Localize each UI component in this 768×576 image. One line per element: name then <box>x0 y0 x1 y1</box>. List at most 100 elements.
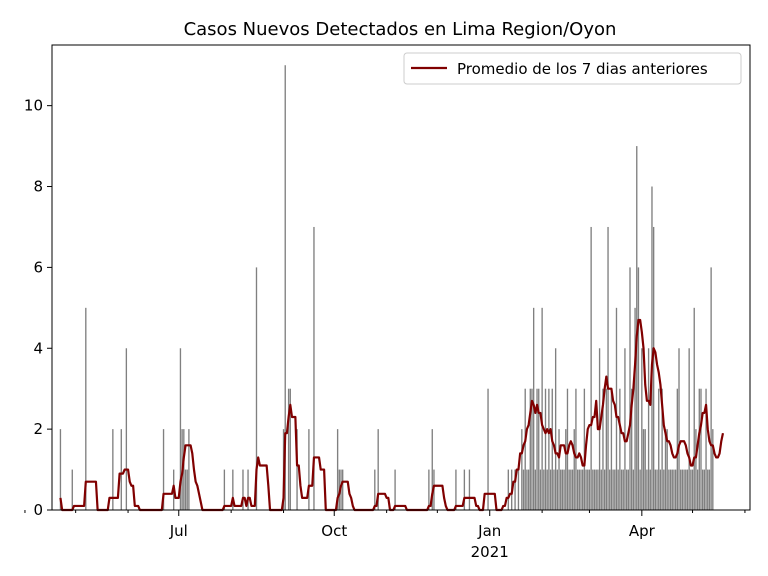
legend-box <box>403 52 742 85</box>
case-bar <box>668 469 670 510</box>
case-bar <box>674 469 677 510</box>
case-bar <box>549 469 552 510</box>
case-bar <box>681 469 684 510</box>
case-bar <box>632 469 635 510</box>
case-bar <box>342 469 344 510</box>
y-tick-label: 8 <box>33 178 43 196</box>
case-bar <box>455 469 457 510</box>
case-bar <box>688 348 690 510</box>
case-bar <box>289 388 291 510</box>
case-bar <box>313 226 315 510</box>
case-bar <box>597 469 599 510</box>
case-bar <box>595 469 597 510</box>
case-bar <box>696 469 699 510</box>
y-tick-label: 10 <box>24 97 43 115</box>
case-bar <box>712 429 714 510</box>
case-bar <box>544 388 547 510</box>
case-bar <box>634 307 636 510</box>
case-bar <box>526 469 528 510</box>
case-bar <box>654 469 657 510</box>
bar-series <box>59 65 714 510</box>
case-bar <box>543 469 545 510</box>
case-bar <box>578 469 580 510</box>
case-bar <box>531 388 533 510</box>
x-axis: Jul Oct Jan Apr 2021 <box>24 510 746 561</box>
y-axis: 0 2 4 6 8 10 <box>24 97 52 519</box>
case-bar <box>593 469 596 510</box>
case-bar <box>678 348 680 510</box>
case-bar <box>646 469 648 510</box>
case-bar <box>607 226 609 510</box>
case-bar <box>644 429 646 510</box>
case-bar <box>680 469 682 510</box>
case-bar <box>573 429 575 510</box>
case-bar <box>308 429 310 510</box>
case-bar <box>59 429 62 510</box>
case-bar <box>614 469 616 510</box>
case-bar <box>284 65 286 510</box>
case-bar <box>605 388 608 510</box>
case-bar <box>647 348 650 510</box>
y-tick-label: 0 <box>33 501 43 519</box>
case-bar <box>610 388 613 510</box>
case-bar <box>554 348 557 510</box>
case-bar <box>639 469 641 510</box>
case-bar <box>656 469 658 510</box>
case-bar <box>629 267 631 510</box>
case-bar <box>663 469 665 510</box>
case-bar <box>548 388 550 510</box>
case-bar <box>558 429 560 510</box>
case-bar <box>705 388 707 510</box>
x-tick-label: Oct <box>321 522 347 540</box>
y-tick-label: 4 <box>33 339 43 357</box>
case-bar <box>546 469 548 510</box>
case-bar <box>592 469 594 510</box>
case-bar <box>534 469 537 510</box>
case-bar <box>568 469 570 510</box>
case-bar <box>570 469 572 510</box>
case-bar <box>695 429 697 510</box>
case-bar <box>575 388 577 510</box>
case-bar <box>600 469 602 510</box>
case-bar <box>700 388 702 510</box>
case-bar <box>659 469 662 510</box>
case-bar <box>563 469 565 510</box>
case-bar <box>522 469 525 510</box>
case-bar <box>641 348 643 510</box>
case-bar <box>651 186 653 510</box>
case-bar <box>583 388 586 510</box>
case-bar <box>622 469 624 510</box>
case-bar <box>538 388 540 510</box>
case-bar <box>615 307 618 510</box>
case-bar <box>120 429 122 510</box>
case-bar <box>529 388 531 510</box>
case-bar <box>585 469 587 510</box>
case-bar <box>620 469 623 510</box>
case-bar <box>624 348 626 510</box>
case-bar <box>612 469 614 510</box>
legend-label: Promedio de los 7 dias anteriores <box>457 60 708 78</box>
case-bar <box>590 226 592 510</box>
plot-frame <box>51 44 751 511</box>
case-bar <box>661 388 663 510</box>
case-bar <box>627 469 629 510</box>
case-bar <box>527 469 530 510</box>
case-bar <box>673 469 675 510</box>
case-bar <box>553 469 555 510</box>
y-tick-label: 2 <box>33 420 43 438</box>
case-bar <box>541 307 543 510</box>
case-bar <box>658 388 660 510</box>
case-bar <box>521 429 523 510</box>
case-bar <box>487 388 489 510</box>
case-bar <box>609 469 611 510</box>
case-bar <box>671 469 673 510</box>
case-bar <box>708 469 711 510</box>
case-bar <box>669 469 672 510</box>
case-bar <box>702 469 704 510</box>
case-bar <box>125 348 128 510</box>
case-bar <box>580 469 582 510</box>
case-bar <box>561 469 564 510</box>
case-bar <box>179 348 182 510</box>
case-bar <box>588 469 591 510</box>
